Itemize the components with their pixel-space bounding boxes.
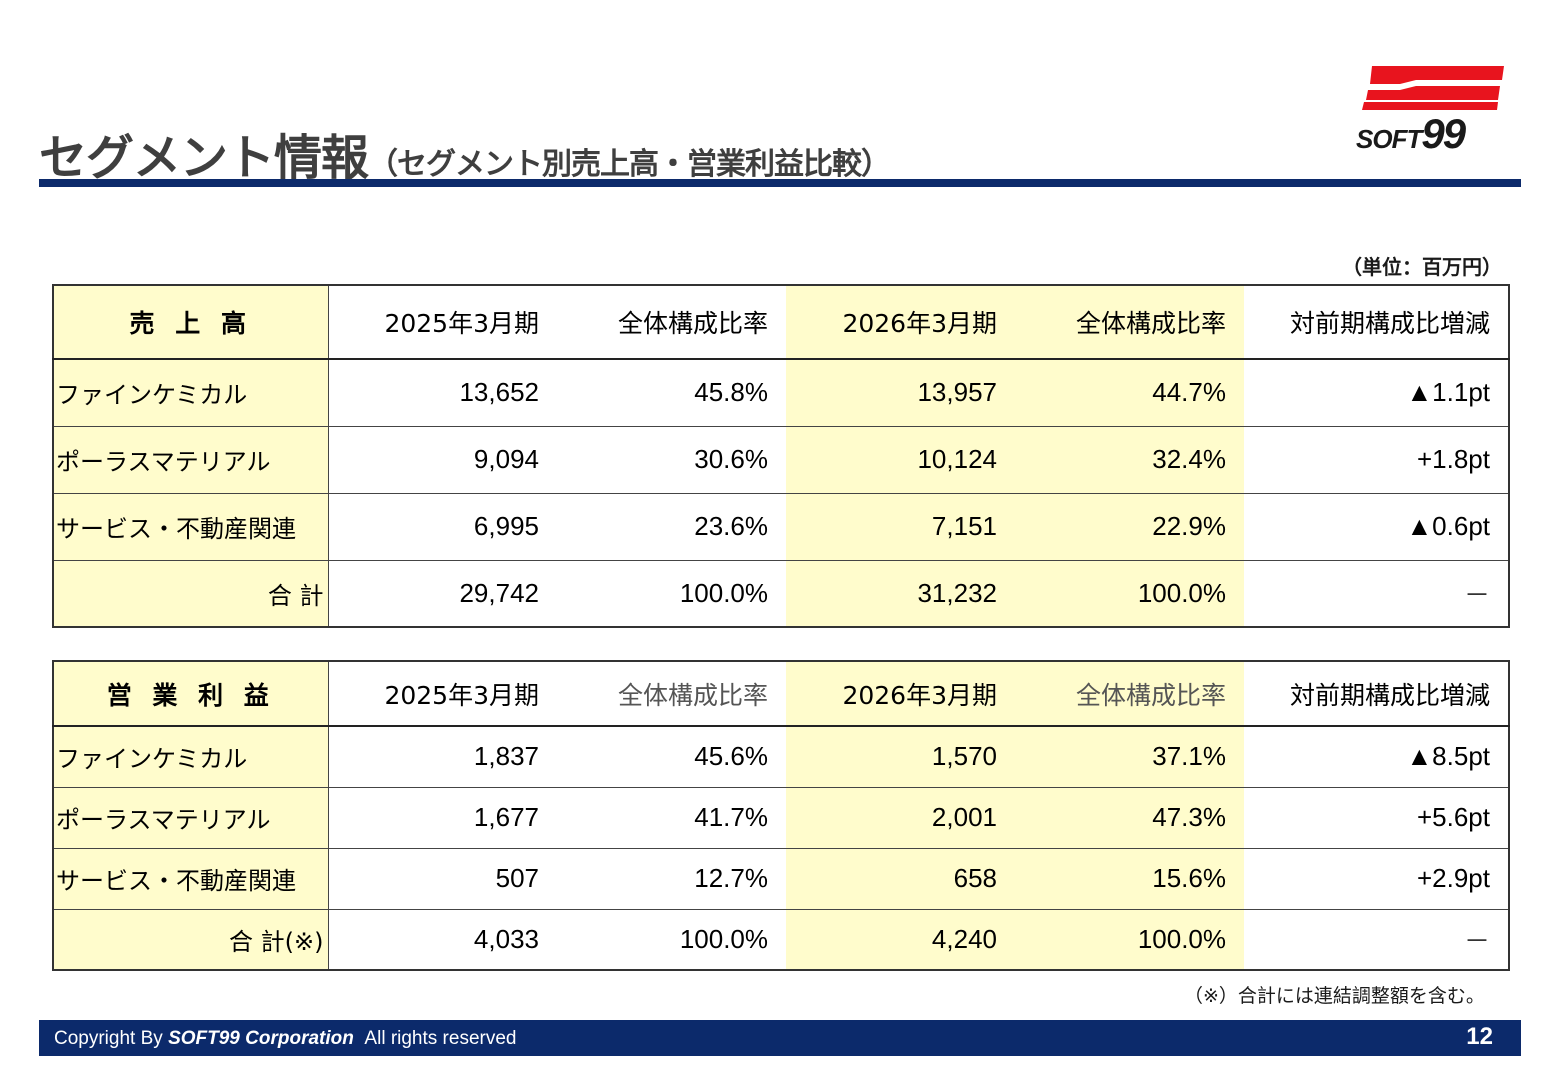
value-cell: 31,232 bbox=[786, 559, 1015, 627]
segment-label: ファインケミカル bbox=[53, 358, 329, 426]
value-cell: 23.6% bbox=[557, 492, 786, 560]
col-fy2025: 2025年3月期 bbox=[328, 661, 557, 727]
total-row: 合 計 29,742 100.0% 31,232 100.0% － bbox=[53, 559, 1509, 627]
value-cell: 2,001 bbox=[786, 786, 1015, 848]
table-header-row: 営 業 利 益 2025年3月期 全体構成比率 2026年3月期 全体構成比率 … bbox=[53, 661, 1509, 727]
col-fy2025: 2025年3月期 bbox=[328, 285, 557, 360]
table-row: ポーラスマテリアル 1,677 41.7% 2,001 47.3% +5.6pt bbox=[53, 786, 1509, 848]
change-cell: +5.6pt bbox=[1244, 786, 1509, 848]
value-cell: 45.8% bbox=[557, 358, 786, 426]
col-fy2026: 2026年3月期 bbox=[786, 285, 1015, 360]
footer-bar: Copyright By SOFT99 Corporation All righ… bbox=[39, 1020, 1521, 1056]
logo-text: SOFT99 bbox=[1356, 110, 1466, 157]
table-row: サービス・不動産関連 6,995 23.6% 7,151 22.9% ▲0.6p… bbox=[53, 492, 1509, 560]
sales-table: 売 上 高 2025年3月期 全体構成比率 2026年3月期 全体構成比率 対前… bbox=[52, 284, 1510, 628]
value-cell: 4,033 bbox=[328, 908, 557, 970]
value-cell: 100.0% bbox=[1015, 908, 1244, 970]
value-cell: 13,957 bbox=[786, 358, 1015, 426]
segment-label: サービス・不動産関連 bbox=[53, 492, 329, 560]
title-underline bbox=[39, 179, 1521, 187]
operating-profit-table: 営 業 利 益 2025年3月期 全体構成比率 2026年3月期 全体構成比率 … bbox=[52, 660, 1510, 971]
segment-label: サービス・不動産関連 bbox=[53, 847, 329, 909]
value-cell: 4,240 bbox=[786, 908, 1015, 970]
value-cell: 1,570 bbox=[786, 725, 1015, 787]
value-cell: 100.0% bbox=[557, 559, 786, 627]
change-cell: ▲1.1pt bbox=[1244, 358, 1509, 426]
title-main: セグメント情報 bbox=[39, 130, 369, 186]
col-ratio-change: 対前期構成比増減 bbox=[1244, 661, 1509, 727]
value-cell: 30.6% bbox=[557, 425, 786, 493]
value-cell: 47.3% bbox=[1015, 786, 1244, 848]
value-cell: 29,742 bbox=[328, 559, 557, 627]
copyright: Copyright By SOFT99 Corporation All righ… bbox=[54, 1028, 516, 1050]
value-cell: 41.7% bbox=[557, 786, 786, 848]
segment-label: ファインケミカル bbox=[53, 725, 329, 787]
company-name: SOFT99 Corporation bbox=[168, 1028, 354, 1049]
segment-label: ポーラスマテリアル bbox=[53, 786, 329, 848]
col-ratio-2026: 全体構成比率 bbox=[1015, 661, 1244, 727]
table-row: サービス・不動産関連 507 12.7% 658 15.6% +2.9pt bbox=[53, 847, 1509, 909]
total-label: 合 計 bbox=[53, 559, 329, 627]
col-ratio-2025: 全体構成比率 bbox=[557, 285, 786, 360]
value-cell: 1,677 bbox=[328, 786, 557, 848]
change-cell: － bbox=[1244, 908, 1509, 970]
logo-stripes-icon bbox=[1362, 66, 1504, 110]
change-cell: － bbox=[1244, 559, 1509, 627]
value-cell: 37.1% bbox=[1015, 725, 1244, 787]
table-header-row: 売 上 高 2025年3月期 全体構成比率 2026年3月期 全体構成比率 対前… bbox=[53, 285, 1509, 360]
change-cell: +2.9pt bbox=[1244, 847, 1509, 909]
value-cell: 100.0% bbox=[1015, 559, 1244, 627]
value-cell: 9,094 bbox=[328, 425, 557, 493]
value-cell: 12.7% bbox=[557, 847, 786, 909]
value-cell: 44.7% bbox=[1015, 358, 1244, 426]
col-ratio-change: 対前期構成比増減 bbox=[1244, 285, 1509, 360]
change-cell: ▲0.6pt bbox=[1244, 492, 1509, 560]
value-cell: 7,151 bbox=[786, 492, 1015, 560]
page-number: 12 bbox=[1466, 1023, 1493, 1050]
value-cell: 507 bbox=[328, 847, 557, 909]
value-cell: 1,837 bbox=[328, 725, 557, 787]
total-label: 合 計(※) bbox=[53, 908, 329, 970]
title-sub: （セグメント別売上高・営業利益比較） bbox=[368, 147, 891, 182]
rights-text: All rights reserved bbox=[364, 1028, 517, 1049]
profit-heading: 営 業 利 益 bbox=[53, 661, 329, 727]
copyright-prefix: Copyright By bbox=[54, 1028, 163, 1049]
sales-heading: 売 上 高 bbox=[53, 285, 329, 360]
col-ratio-2026: 全体構成比率 bbox=[1015, 285, 1244, 360]
value-cell: 658 bbox=[786, 847, 1015, 909]
total-row: 合 計(※) 4,033 100.0% 4,240 100.0% － bbox=[53, 908, 1509, 970]
value-cell: 32.4% bbox=[1015, 425, 1244, 493]
value-cell: 15.6% bbox=[1015, 847, 1244, 909]
value-cell: 100.0% bbox=[557, 908, 786, 970]
change-cell: ▲8.5pt bbox=[1244, 725, 1509, 787]
table-row: ファインケミカル 13,652 45.8% 13,957 44.7% ▲1.1p… bbox=[53, 358, 1509, 426]
value-cell: 22.9% bbox=[1015, 492, 1244, 560]
value-cell: 6,995 bbox=[328, 492, 557, 560]
change-cell: +1.8pt bbox=[1244, 425, 1509, 493]
unit-label: （単位：百万円） bbox=[1342, 255, 1502, 279]
table-row: ファインケミカル 1,837 45.6% 1,570 37.1% ▲8.5pt bbox=[53, 725, 1509, 787]
col-fy2026: 2026年3月期 bbox=[786, 661, 1015, 727]
soft99-logo: SOFT99 bbox=[1356, 64, 1506, 157]
table-row: ポーラスマテリアル 9,094 30.6% 10,124 32.4% +1.8p… bbox=[53, 425, 1509, 493]
value-cell: 45.6% bbox=[557, 725, 786, 787]
value-cell: 13,652 bbox=[328, 358, 557, 426]
page-title: セグメント情報（セグメント別売上高・営業利益比較） bbox=[39, 118, 891, 188]
segment-label: ポーラスマテリアル bbox=[53, 425, 329, 493]
footnote: （※）合計には連結調整額を含む。 bbox=[1184, 985, 1485, 1007]
value-cell: 10,124 bbox=[786, 425, 1015, 493]
col-ratio-2025: 全体構成比率 bbox=[557, 661, 786, 727]
